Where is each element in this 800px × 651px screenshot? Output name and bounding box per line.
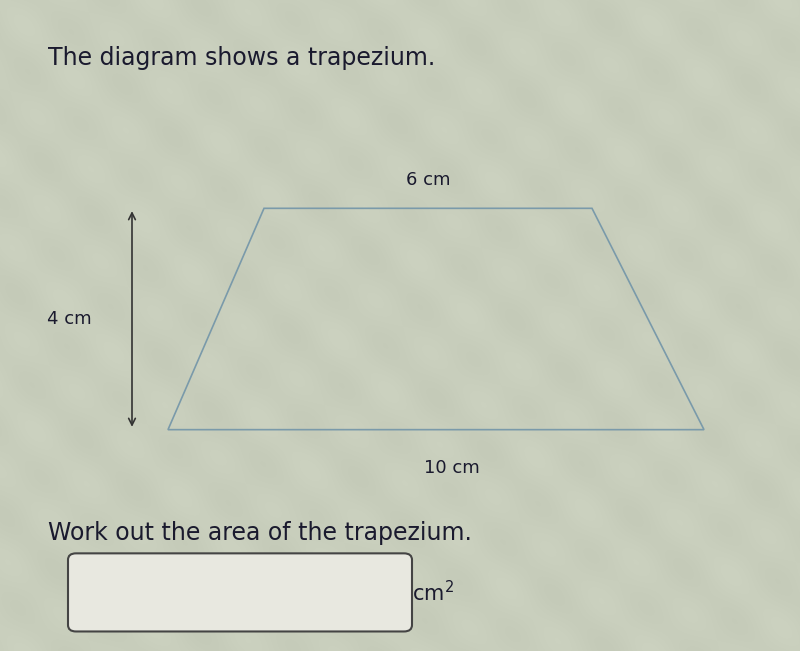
FancyBboxPatch shape [68,553,412,631]
Text: Work out the area of the trapezium.: Work out the area of the trapezium. [48,521,472,545]
Text: cm$^2$: cm$^2$ [412,580,454,605]
Text: The diagram shows a trapezium.: The diagram shows a trapezium. [48,46,435,70]
Text: 4 cm: 4 cm [47,310,92,328]
Text: 6 cm: 6 cm [406,171,450,189]
Text: 10 cm: 10 cm [424,459,480,477]
